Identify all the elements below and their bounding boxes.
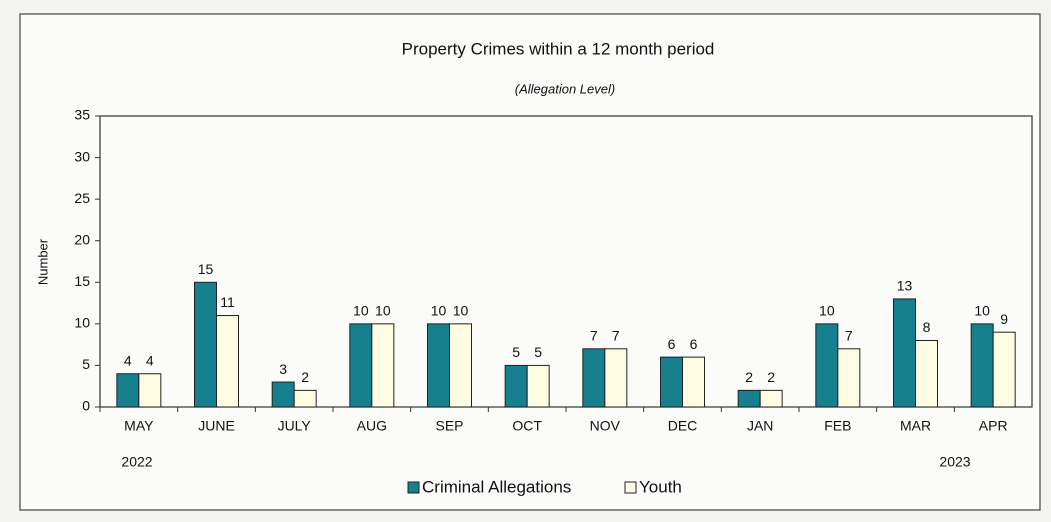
y-tick-label: 20 [74,231,90,247]
data-label: 5 [512,344,520,360]
bar [582,348,606,408]
bar [449,323,472,408]
data-label: 7 [590,328,598,344]
bar [293,389,317,408]
legend-swatch [407,481,420,494]
bar [970,323,994,408]
x-tick-label: NOV [590,418,621,434]
bar [660,356,683,408]
bar [138,373,162,408]
data-label: 7 [612,328,620,344]
chart-border [19,13,1041,511]
bar [216,315,239,408]
data-label: 8 [923,319,931,335]
x-tick-label: AUG [357,418,387,434]
bar [682,356,705,408]
data-label: 5 [534,344,542,360]
x-tick-label: APR [979,418,1008,434]
x-tick-label: JAN [747,418,773,434]
bar [504,364,528,408]
bar [837,348,861,408]
y-tick-label: 35 [74,107,90,123]
x-tick-label: MAY [124,418,154,434]
legend-label: Youth [639,477,682,496]
bar [759,389,783,408]
y-tick-label: 25 [74,190,90,206]
legend-label: Criminal Allegations [422,477,571,496]
chart-subtitle: (Allegation Level) [515,81,615,96]
y-axis-label: Number [35,238,50,285]
x-tick-label: SEP [435,418,463,434]
data-label: 13 [897,278,913,294]
data-label: 10 [453,303,469,319]
bar [271,381,295,408]
x-tick-label: OCT [512,418,542,434]
bar [116,373,140,408]
data-label: 7 [845,328,853,344]
chart-title: Property Crimes within a 12 month period [402,39,715,58]
data-label: 10 [819,303,835,319]
year-label: 2023 [939,454,970,470]
x-tick-label: FEB [824,418,851,434]
bar [737,389,761,408]
data-label: 10 [974,303,990,319]
data-label: 2 [301,369,309,385]
data-label: 10 [375,303,391,319]
data-label: 11 [220,294,235,310]
x-tick-label: JUNE [198,418,235,434]
bar [992,331,1016,408]
data-label: 2 [745,369,753,385]
data-label: 6 [690,336,698,352]
legend-swatch [624,481,637,494]
data-label: 2 [767,369,775,385]
y-tick-label: 0 [82,398,90,414]
bar [815,323,839,408]
bar [194,281,217,408]
y-tick-label: 10 [74,315,90,331]
y-tick-label: 30 [74,148,90,164]
data-label: 3 [279,361,287,377]
data-label: 4 [124,352,132,368]
y-tick-label: 5 [82,356,90,372]
bar [427,323,450,408]
bar [604,348,628,408]
x-tick-label: DEC [668,418,698,434]
year-label: 2022 [121,454,152,470]
data-label: 15 [198,261,214,277]
bar [526,364,550,408]
data-label: 6 [668,336,676,352]
bar [371,323,395,408]
bar [349,323,373,408]
data-label: 9 [1000,311,1008,327]
x-tick-label: MAR [900,418,931,434]
bar [915,339,938,408]
data-label: 10 [431,303,447,319]
bar [893,298,916,408]
data-label: 4 [146,352,154,368]
data-label: 10 [353,303,369,319]
y-tick-label: 15 [74,273,90,289]
x-tick-label: JULY [278,418,312,434]
